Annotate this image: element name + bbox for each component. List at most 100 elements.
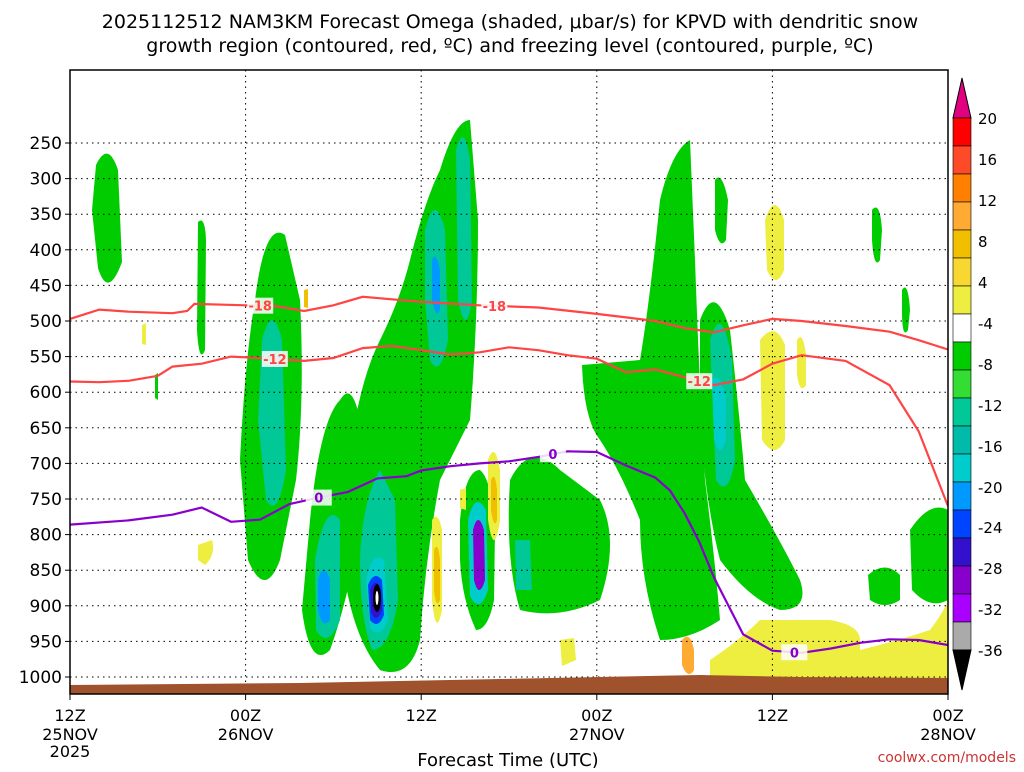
contour-line <box>70 295 948 351</box>
omega-region <box>765 205 784 280</box>
colorbar-label: 20 <box>978 110 997 128</box>
omega-region <box>198 540 214 565</box>
colorbar-label: -4 <box>978 315 993 333</box>
y-tick-label: 450 <box>30 276 62 296</box>
contour-label-bg <box>781 644 808 661</box>
contour-label-bg <box>686 373 713 390</box>
omega-region <box>760 331 785 450</box>
omega-region <box>868 567 900 605</box>
contour-label-bg <box>305 489 332 506</box>
x-tick-year: 2025 <box>50 742 91 761</box>
x-axis-label: Forecast Time (UTC) <box>417 750 598 768</box>
omega-region <box>560 638 576 666</box>
omega-region <box>432 256 440 314</box>
y-tick-label: 300 <box>30 170 62 190</box>
omega-region <box>473 520 485 590</box>
x-tick-label: 12Z <box>406 706 437 725</box>
x-tick-label: 00Z <box>932 706 963 725</box>
x-tick-label: 12Z <box>757 706 788 725</box>
omega-region <box>155 373 158 400</box>
contour-label-bg <box>247 297 274 314</box>
colorbar-bin <box>952 369 972 399</box>
omega-region <box>197 220 206 355</box>
y-tick-label: 650 <box>30 419 62 439</box>
colorbar-bin <box>952 537 972 567</box>
colorbar-label: -24 <box>978 519 1003 537</box>
colorbar-bin <box>952 257 972 287</box>
y-tick-label: 700 <box>30 454 62 474</box>
omega-region <box>304 289 308 308</box>
omega-region <box>142 323 146 345</box>
omega-region <box>902 287 910 333</box>
omega-region <box>460 488 466 510</box>
colorbar-label: -20 <box>978 479 1003 497</box>
colorbar-bin <box>952 341 972 371</box>
contour-labels: -18 -18 -12 -12 0 0 0 <box>247 297 808 661</box>
colorbar-bin <box>952 145 972 175</box>
colorbar-bin <box>952 229 972 259</box>
contour-label: -12 <box>687 375 711 390</box>
terrain-ground <box>70 675 948 694</box>
omega-region <box>434 546 440 604</box>
contour-label: 0 <box>548 448 557 463</box>
colorbar-bin <box>952 313 972 343</box>
omega-region <box>797 337 806 389</box>
credit-text: coolwx.com/models <box>878 750 1016 766</box>
y-tick-label: 950 <box>30 632 62 652</box>
y-tick-label: 750 <box>30 490 62 510</box>
colorbar-label: -36 <box>978 642 1003 660</box>
x-tick-date: 27NOV <box>569 725 625 744</box>
colorbar-bin <box>952 173 972 203</box>
contour-label: -18 <box>483 300 507 315</box>
y-axis: 250 300 350 400 450 500 550 600 650 700 750 800 850 9… <box>19 134 70 688</box>
y-tick-label: 500 <box>30 312 62 332</box>
colorbar-label: 16 <box>978 151 997 169</box>
colorbar-bin <box>952 397 972 427</box>
omega-region <box>712 377 726 450</box>
x-tick-date: 28NOV <box>920 725 976 744</box>
omega-region <box>508 457 610 614</box>
omega-region <box>715 177 728 244</box>
contour-label: 0 <box>790 646 799 661</box>
y-tick-label: 550 <box>30 348 62 368</box>
omega-region <box>491 476 497 524</box>
contour-label-bg <box>539 446 566 463</box>
contour-label: 0 <box>314 492 323 507</box>
omega-region <box>910 507 948 604</box>
y-tick-label: 400 <box>30 241 62 261</box>
colorbar-bin <box>952 425 972 455</box>
contour-label-bg <box>261 350 288 367</box>
colorbar-label: 8 <box>978 233 988 251</box>
contour-label: -12 <box>263 353 287 368</box>
colorbar-bin <box>952 201 972 231</box>
contour-label-bg <box>481 297 508 314</box>
plot-area <box>70 70 948 694</box>
x-tick-label: 12Z <box>54 706 85 725</box>
y-tick-label: 850 <box>30 561 62 581</box>
x-tick-date: 25NOV <box>42 725 98 744</box>
y-tick-label: 800 <box>30 526 62 546</box>
omega-region <box>375 591 379 605</box>
colorbar-top-triangle <box>952 77 972 119</box>
colorbar-bin <box>952 285 972 315</box>
colorbar: 20 16 12 8 4 -4 -8 -12 -16 -20 -24 -28 -32 -36 <box>952 77 1003 691</box>
colorbar-label: -16 <box>978 438 1003 456</box>
contour-label: -18 <box>248 300 272 315</box>
plot-frame <box>69 69 949 695</box>
colorbar-label: -32 <box>978 601 1003 619</box>
colorbar-bin <box>952 565 972 595</box>
x-tick-date: 26NOV <box>218 725 274 744</box>
omega-region <box>92 153 122 283</box>
colorbar-label: 4 <box>978 274 988 292</box>
omega-region <box>860 600 948 690</box>
colorbar-label: -28 <box>978 560 1003 578</box>
omega-region <box>872 207 882 263</box>
omega-region <box>318 570 330 624</box>
colorbar-label: -8 <box>978 356 993 374</box>
contour-line <box>70 344 948 507</box>
y-tick-label: 900 <box>30 597 62 617</box>
colorbar-bin <box>952 621 972 651</box>
colorbar-bin <box>952 453 972 483</box>
